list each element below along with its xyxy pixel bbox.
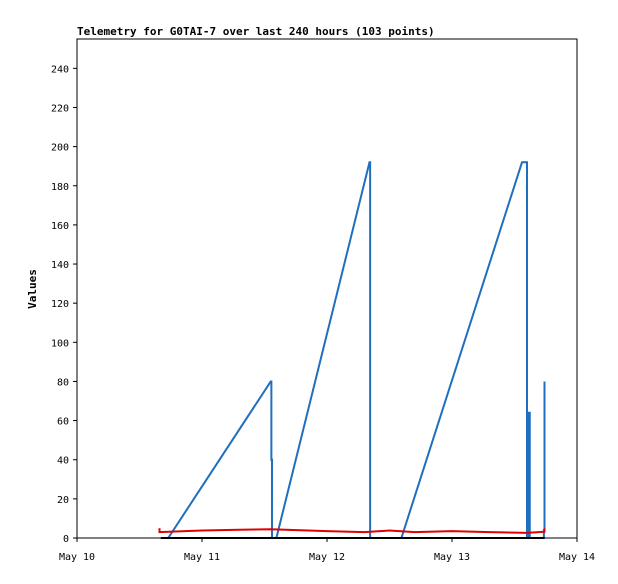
y-tick-label: 20 [57,495,69,506]
y-axis-label: Values [26,269,39,309]
y-tick-label: 180 [51,182,69,193]
y-tick-label: 120 [51,299,69,310]
y-tick-label: 140 [51,260,69,271]
y-tick-label: 80 [57,377,69,388]
y-tick-label: 200 [51,143,69,154]
x-tick-label: May 11 [184,552,220,563]
y-tick-label: 240 [51,64,69,75]
y-tick-label: 60 [57,417,69,428]
chart-title: Telemetry for G0TAI-7 over last 240 hour… [77,25,435,38]
y-tick-label: 40 [57,456,69,467]
y-axis: 0 20 40 60 80 100 120 140 160 180 200 220 240 [51,64,77,545]
x-tick-label: May 10 [59,552,95,563]
y-tick-label: 160 [51,221,69,232]
y-tick-label: 220 [51,103,69,114]
y-tick-label: 100 [51,338,69,349]
x-tick-label: May 13 [434,552,470,563]
x-tick-label: May 14 [559,552,595,563]
y-tick-label: 0 [63,534,69,545]
x-tick-label: May 12 [309,552,345,563]
x-axis: May 10 May 11 May 12 May 13 May 14 [59,538,595,563]
series-line-1 [158,528,546,534]
